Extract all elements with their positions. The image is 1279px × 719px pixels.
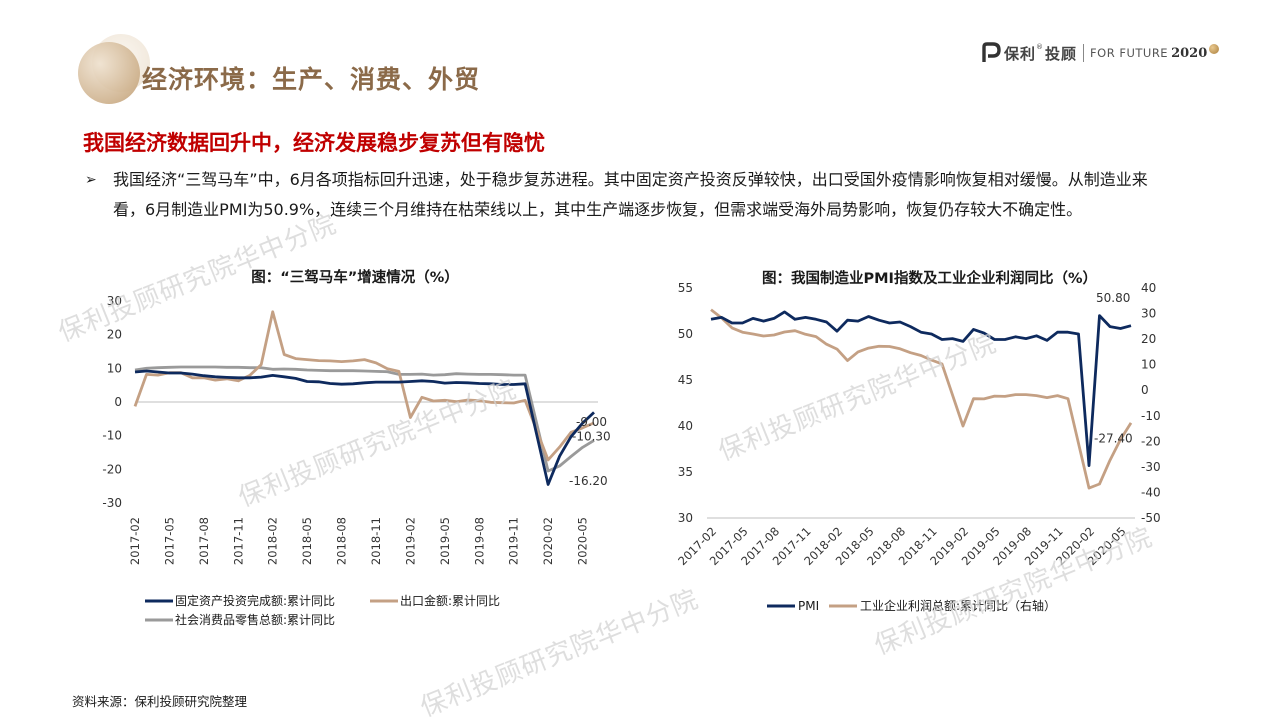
logo-mark-icon — [982, 42, 1001, 62]
decorative-orb — [78, 42, 140, 104]
chart1-xtick-label: 2020-05 — [576, 517, 590, 565]
logo-text-cn-2: 投顾 — [1045, 44, 1078, 63]
chart2-ytick-right-label: -10 — [1141, 409, 1161, 423]
chart2-ytick-right-label: -40 — [1141, 485, 1161, 499]
chart1-svg: -30 -20 -10 0 10 20 30 2017-02 2017-05 2017-08 201… — [102, 294, 611, 627]
chart1-ytick-label: 10 — [107, 361, 122, 375]
bullet-paragraph: ➢ 我国经济“三驾马车”中，6月各项指标回升迅速，处于稳步复苏进程。其中固定资产… — [85, 165, 1175, 225]
chart1-data-label: -9.00 — [576, 415, 607, 429]
bullet-text: 我国经济“三驾马车”中，6月各项指标回升迅速，处于稳步复苏进程。其中固定资产投资… — [113, 170, 1148, 219]
chart1-ytick-label: -30 — [102, 496, 122, 510]
chart2-ytick-right-label: 30 — [1141, 307, 1156, 321]
logo-text-en: FOR FUTURE — [1090, 46, 1169, 60]
logo-year: 2020 — [1171, 45, 1208, 61]
page-title: 经济环境：生产、消费、外贸 — [142, 65, 481, 94]
chart1-xtick-label: 2017-02 — [128, 517, 142, 565]
chart2-ytick-left-label: 35 — [678, 465, 693, 479]
chart2-title: 图：我国制造业PMI指数及工业企业利润同比（%） — [762, 271, 1097, 287]
chart1-legend-label: 出口金额:累计同比 — [400, 593, 500, 608]
chart2-data-label: 50.80 — [1096, 291, 1130, 305]
chart2-ytick-right-label: -20 — [1141, 434, 1161, 448]
chart2-series-line — [710, 310, 1132, 467]
chart1-xtick-label: 2018-05 — [300, 517, 314, 565]
chart2-ytick-left-label: 30 — [678, 511, 693, 525]
chart2-ytick-left-label: 45 — [678, 373, 693, 387]
chart2-ytick-right-label: 20 — [1141, 332, 1156, 346]
chart1-xtick-label: 2020-02 — [541, 517, 555, 565]
source-note: 资料来源：保利投顾研究院整理 — [72, 694, 248, 709]
chart1-xtick-label: 2018-02 — [266, 517, 280, 565]
chart2-ytick-right-label: -50 — [1141, 511, 1161, 525]
chart2-data-label: -27.40 — [1094, 432, 1133, 446]
chart1-ytick-label: -10 — [102, 429, 122, 443]
section-subtitle: 我国经济数据回升中，经济发展稳步复苏但有隐忧 — [83, 131, 545, 155]
chart1-ytick-label: 20 — [107, 328, 122, 342]
chart1-xtick-label: 2018-08 — [335, 517, 349, 565]
chart1-xtick-label: 2019-08 — [472, 517, 486, 565]
chart1-xtick-label: 2019-11 — [507, 517, 521, 565]
chart1-xtick-label: 2017-08 — [197, 517, 211, 565]
chart1-title: 图：“三驾马车”增速情况（%） — [251, 270, 459, 286]
logo-registered-mark: ® — [1036, 43, 1044, 51]
chart1-data-label: -16.20 — [569, 474, 608, 488]
chart1-series-line — [134, 369, 595, 486]
chart1-xtick-label: 2019-02 — [403, 517, 417, 565]
chart1-xtick-label: 2017-05 — [162, 517, 176, 565]
logo-text-cn: 保利 — [1004, 44, 1037, 63]
bullet-arrow-icon: ➢ — [85, 172, 97, 188]
chart1-ytick-label: 30 — [107, 294, 122, 308]
chart1-series-line — [133, 310, 595, 462]
chart1-ytick-label: -20 — [102, 462, 122, 476]
chart1-xtick-label: 2018-11 — [369, 517, 383, 565]
chart1-legend-label: 固定资产投资完成额:累计同比 — [175, 593, 335, 608]
chart2-svg: 303540455055-50-40-30-20-100102030402017… — [675, 281, 1161, 613]
chart1-ytick-label: 0 — [114, 395, 122, 409]
chart2-ytick-right-label: 0 — [1141, 383, 1149, 397]
chart1-xtick-label: 2017-11 — [231, 517, 245, 565]
chart2-legend-label: PMI — [798, 599, 819, 613]
chart2-ytick-left-label: 50 — [678, 327, 693, 341]
company-logo: 保利 ® 投顾 FOR FUTURE 2020 — [980, 40, 1220, 66]
chart2-ytick-right-label: 10 — [1141, 358, 1156, 372]
chart2-ytick-left-label: 40 — [678, 419, 693, 433]
chart1-xtick-label: 2019-05 — [438, 517, 452, 565]
chart1-legend-label: 社会消费品零售总额:累计同比 — [175, 612, 335, 627]
chart1-data-label: -10.30 — [572, 430, 611, 444]
chart2-ytick-right-label: -30 — [1141, 460, 1161, 474]
chart2-legend-label: 工业企业利润总额:累计同比（右轴） — [860, 598, 1056, 613]
chart2-ytick-right-label: 40 — [1141, 281, 1156, 295]
chart2-ytick-left-label: 55 — [678, 281, 693, 295]
chart2-series-line — [710, 308, 1133, 490]
chart1-series-line — [134, 365, 595, 473]
logo-dot-icon — [1209, 44, 1220, 54]
logo-separator — [1083, 44, 1085, 62]
